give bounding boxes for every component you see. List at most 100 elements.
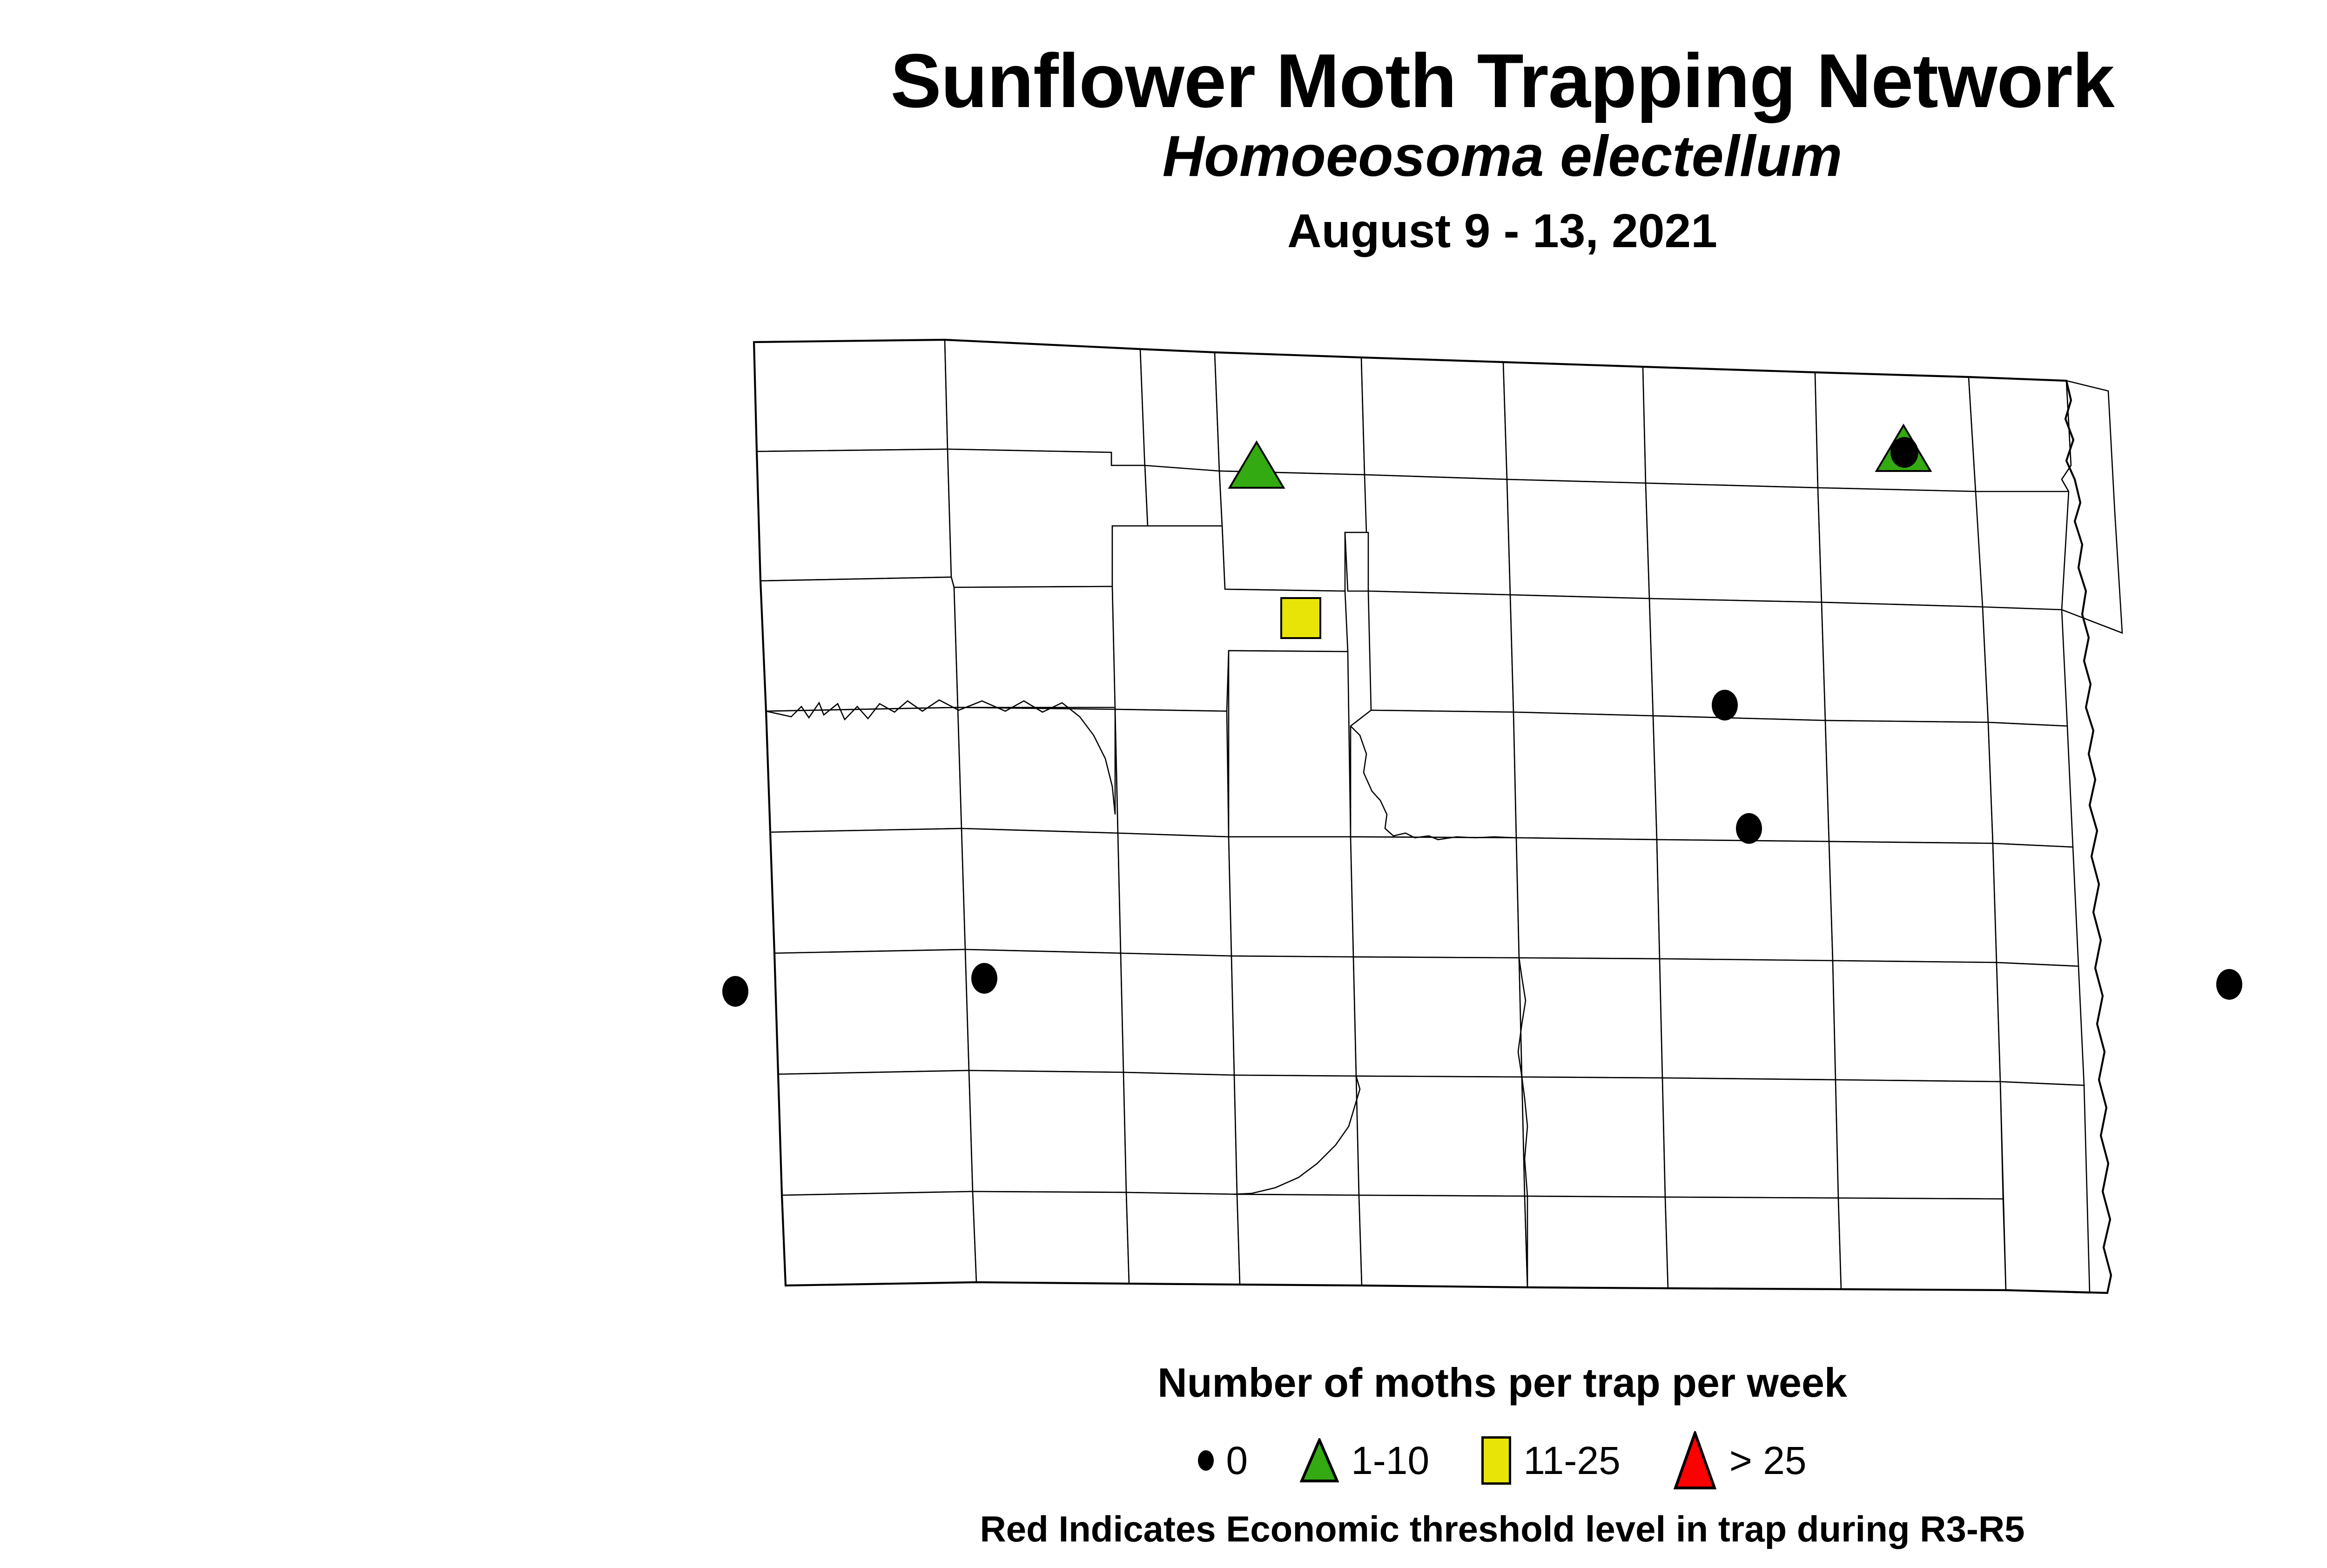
county-pembina-e (2062, 381, 2122, 633)
county-grant-w (1123, 1072, 1237, 1194)
legend-item-0[interactable]: 0 (1198, 1441, 1248, 1480)
county-traill (1988, 722, 2073, 847)
county-logan (1519, 958, 1662, 1078)
species-name: Homoeosoma electellum (1162, 124, 1843, 189)
missouri-river-oahe (1233, 1076, 1360, 1194)
county-grant (1234, 1075, 1359, 1195)
county-stutsman (1657, 840, 1833, 961)
county-burke (945, 340, 1145, 465)
square-yellow-icon (1481, 1436, 1512, 1485)
county-sioux (1237, 1194, 1362, 1285)
county-wells (1513, 712, 1657, 840)
county-richland-e (2000, 1082, 2090, 1293)
legend-label-1-10: 1-10 (1351, 1439, 1430, 1482)
legend-item-1-10[interactable]: 1-10 (1300, 1438, 1429, 1483)
county-billings-n (774, 949, 969, 1074)
county-dunn (962, 828, 1121, 953)
legend: 0 1-10 11-25 > 25 (0, 1431, 2327, 1490)
county-cass (1833, 961, 2000, 1082)
county-dickey (1525, 1196, 1668, 1288)
county-hettinger (969, 1070, 1126, 1192)
county-bowman (782, 1191, 976, 1285)
trap-marker-dot-southwest[interactable] (971, 963, 997, 994)
county-dunn-n (958, 707, 1118, 833)
county-cass-n (1829, 841, 1997, 962)
county-ward-nw (1145, 465, 1222, 526)
county-mercer (1118, 833, 1231, 956)
circle-icon (1198, 1450, 1214, 1471)
county-sheridan (1351, 710, 1516, 838)
trap-marker-dot-east[interactable] (2216, 969, 2242, 1000)
county-sargent-w (1665, 1197, 1841, 1289)
legend-item-over-25[interactable]: > 25 (1673, 1431, 1807, 1490)
county-lamoure (1662, 1078, 1838, 1198)
county-renville (1140, 349, 1219, 471)
county-ramsey (1646, 483, 1822, 602)
missouri-river-upper (1351, 726, 1516, 840)
legend-label-over-25: > 25 (1729, 1439, 1807, 1482)
map-svg[interactable] (684, 326, 2322, 1312)
county-towner (1503, 362, 1646, 483)
county-walsh (1818, 488, 1983, 607)
county-mclean (1229, 651, 1351, 837)
county-mcintosh (1522, 1077, 1665, 1197)
county-mckenzie-n (766, 707, 962, 832)
county-mclean-w (1115, 709, 1229, 837)
trap-marker-dot-stutsman[interactable] (1736, 813, 1762, 844)
county-williams-s (760, 577, 958, 711)
legend-label-11-25: 11-25 (1523, 1439, 1621, 1482)
county-emmons (1356, 1076, 1525, 1196)
county-divide (754, 340, 948, 451)
county-mckenzie (770, 828, 965, 953)
lake-oahe-lower (1518, 958, 1527, 1287)
county-kidder (1516, 838, 1660, 959)
county-walsh-e (1983, 607, 2067, 726)
county-burleigh (1353, 957, 1522, 1077)
county-pembina-n (1815, 372, 1976, 491)
legend-title: Number of moths per trap per week (1157, 1359, 1847, 1406)
county-grand-forks (1822, 602, 1988, 722)
county-slope (778, 1070, 973, 1195)
trap-marker-dot-west[interactable] (722, 976, 748, 1007)
page-title: Sunflower Moth Trapping Network (890, 38, 2114, 123)
county-barnes (1660, 959, 1836, 1080)
county-morton-nw (1121, 953, 1234, 1075)
county-williams-n (757, 449, 951, 581)
north-dakota-map[interactable] (684, 326, 2322, 1312)
legend-item-11-25[interactable]: 11-25 (1481, 1436, 1621, 1485)
triangle-red-icon (1673, 1431, 1717, 1490)
legend-note: Red Indicates Economic threshold level i… (980, 1508, 2025, 1549)
county-adams (973, 1191, 1129, 1284)
county-morton (1231, 956, 1356, 1076)
county-ransom (1836, 1080, 2003, 1199)
county-oliver (1229, 837, 1353, 957)
trap-marker-dot-mclean[interactable] (1712, 690, 1738, 720)
county-pierce-n (1365, 475, 1510, 595)
trap-marker-square-yellow[interactable] (1281, 598, 1320, 638)
county-cass-e (1993, 843, 2078, 966)
trap-markers[interactable] (722, 425, 2242, 1007)
county-mchenry-n (1219, 471, 1368, 591)
state-outline (754, 340, 2111, 1293)
county-mountrail (954, 586, 1115, 707)
trap-marker-dot-ne-overlap[interactable] (1890, 437, 1918, 468)
county-burleigh-n (1351, 837, 1519, 958)
legend-label-0: 0 (1226, 1439, 1248, 1482)
trap-marker-triangle-green-nc[interactable] (1230, 442, 1284, 488)
county-sioux-w (1126, 1192, 1240, 1285)
title-block: Sunflower Moth Trapping Network Homoeoso… (0, 42, 2327, 256)
county-cavalier (1643, 367, 1818, 488)
county-boundaries (754, 340, 2122, 1293)
date-range: August 9 - 13, 2021 (1287, 204, 1718, 258)
county-benson-n (1507, 479, 1649, 599)
county-cass-se (1997, 962, 2084, 1085)
lake-sakakawea (766, 700, 1115, 814)
county-emmons-s (1359, 1195, 1527, 1287)
county-rolette (1361, 357, 1507, 479)
county-pembina (1969, 377, 2071, 491)
county-benson (1510, 595, 1653, 716)
county-bottineau (1215, 352, 1365, 475)
county-mchenry-notch (1345, 532, 1368, 591)
county-pierce (1368, 591, 1513, 712)
